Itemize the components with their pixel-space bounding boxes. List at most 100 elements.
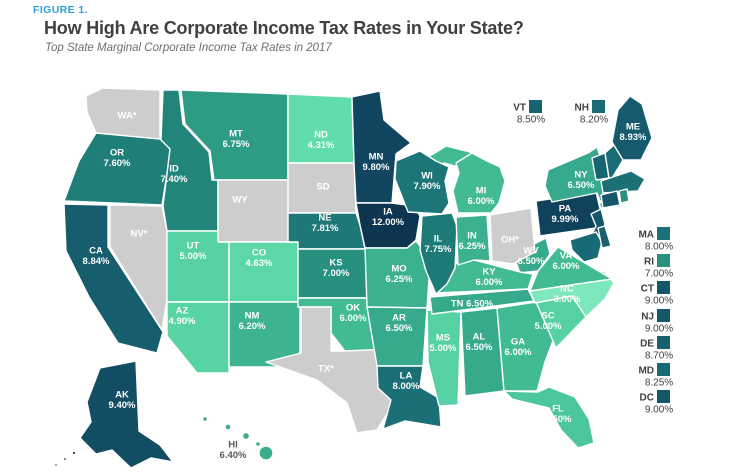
legend-rate-VT: 8.50%	[517, 115, 545, 126]
legend-label-DE: DE	[640, 339, 654, 350]
legend-swatch-VT	[529, 100, 542, 113]
state-rate-NE: 7.81%	[312, 223, 339, 234]
legend-label-RI: RI	[644, 257, 654, 268]
state-shape-ME	[611, 95, 653, 161]
state-shapes	[53, 87, 653, 469]
state-label-AL: AL	[473, 332, 486, 343]
state-label-SD: SD	[316, 182, 329, 193]
legend-rate-MD: 8.25%	[645, 378, 673, 389]
state-rate-NY: 6.50%	[568, 180, 595, 191]
state-label-LA: LA	[400, 371, 413, 382]
legend-label-MD: MD	[638, 366, 654, 377]
state-shape-TN	[429, 288, 535, 315]
state-rate-AL: 6.50%	[466, 342, 493, 353]
legend-swatch-NJ	[657, 309, 670, 322]
state-shape-NC	[529, 270, 615, 318]
legend-label-VT: VT	[513, 103, 526, 114]
state-label-GA: GA	[511, 337, 525, 348]
state-shape-MN	[351, 90, 412, 204]
state-label-AK: AK	[115, 390, 129, 401]
state-shape-OR	[63, 132, 172, 206]
state-label-ND: ND	[314, 130, 328, 141]
state-rate-MO: 6.25%	[386, 274, 413, 285]
state-rate-NM: 6.20%	[239, 321, 266, 332]
state-shape-ND	[287, 93, 355, 164]
legend-rate-NH: 8.20%	[580, 115, 608, 126]
state-label-CO: CO	[252, 248, 266, 259]
state-shape-DE	[597, 225, 612, 249]
legend-rate-CT: 9.00%	[645, 296, 673, 307]
state-shape-IA	[355, 202, 421, 249]
legend-rate-NJ: 9.00%	[645, 324, 673, 335]
legend-swatch-NH	[592, 100, 605, 113]
page-subtitle: Top State Marginal Corporate Income Tax …	[45, 42, 332, 54]
state-rate-UT: 5.00%	[180, 251, 207, 262]
state-label-VA: VA	[560, 251, 573, 262]
state-rate-PA: 9.99%	[552, 214, 579, 225]
state-rate-SC: 5.00%	[535, 321, 562, 332]
state-label-MI: MI	[476, 186, 487, 197]
state-shape-LA	[376, 365, 442, 430]
state-rate-AZ: 4.90%	[169, 316, 196, 327]
state-shape-RI	[618, 188, 630, 204]
state-label-IA: IA	[383, 207, 393, 218]
state-rate-ND: 4.31%	[308, 140, 335, 151]
state-rate-FL: 5.50%	[545, 414, 572, 425]
legend-rate-MA: 8.00%	[645, 242, 673, 253]
title-block: FIGURE 1. How High Are Corporate Income …	[33, 4, 524, 54]
state-rate-CA: 8.84%	[83, 256, 110, 267]
state-rate-OR: 7.60%	[104, 158, 131, 169]
state-rate-VA: 6.00%	[553, 261, 580, 272]
state-shape-AK-island	[71, 450, 77, 456]
legend-swatch-CT	[657, 281, 670, 294]
state-shape-AZ	[166, 301, 230, 374]
state-shape-VA	[529, 246, 613, 292]
state-shape-AK	[79, 360, 174, 469]
state-rate-MS: 5.00%	[430, 343, 457, 354]
state-shape-FL	[503, 386, 595, 449]
state-label-CA: CA	[89, 246, 103, 257]
state-shape-IL	[419, 212, 458, 295]
state-label-MT: MT	[229, 129, 243, 140]
legend-swatch-RI	[657, 254, 670, 267]
state-shape-HI-island	[258, 445, 274, 461]
legend-label-NJ: NJ	[641, 312, 654, 323]
state-rate-WI: 7.90%	[414, 181, 441, 192]
state-label-MS: MS	[436, 333, 450, 344]
state-label-KY: KY	[482, 267, 496, 278]
state-rate-CO: 4.63%	[246, 258, 273, 269]
state-label-ID: ID	[169, 164, 179, 175]
state-label-WI: WI	[421, 171, 433, 182]
state-label-SC: SC	[541, 311, 554, 322]
legend-label-MA: MA	[638, 230, 654, 241]
state-shape-OH	[489, 207, 536, 265]
state-label-AZ: AZ	[176, 306, 189, 317]
page-title: How High Are Corporate Income Tax Rates …	[44, 18, 524, 38]
state-rate-KY: 6.00%	[476, 277, 503, 288]
state-shape-MA	[600, 170, 646, 194]
state-rate-OK: 6.00%	[340, 313, 367, 324]
state-shape-AK-island	[53, 462, 59, 468]
state-rate-ID: 7.40%	[161, 174, 188, 185]
figure-number-label: FIGURE 1.	[33, 4, 88, 16]
legend-rate-DC: 9.00%	[645, 405, 673, 416]
state-label-NV: NV*	[131, 229, 148, 240]
legend-rate-DE: 8.70%	[645, 351, 673, 362]
state-rate-KS: 7.00%	[323, 268, 350, 279]
state-label-HI: HI	[228, 440, 238, 451]
state-shape-HI-island	[241, 431, 251, 441]
state-label-TX: TX*	[318, 364, 334, 375]
state-rate-MT: 6.75%	[223, 139, 250, 150]
state-rate-MI: 6.00%	[468, 196, 495, 207]
state-rate-MN: 9.80%	[363, 162, 390, 173]
state-label-WV: WV	[523, 246, 539, 257]
state-rate-AR: 6.50%	[386, 323, 413, 334]
state-shape-MI	[452, 152, 506, 214]
state-shape-AK-island	[62, 456, 68, 462]
legend-swatch-MD	[657, 363, 670, 376]
state-shape-WI	[394, 150, 450, 215]
state-label-OH: OH*	[501, 235, 519, 246]
state-label-AR: AR	[392, 313, 406, 324]
legend-label-CT: CT	[641, 284, 654, 295]
